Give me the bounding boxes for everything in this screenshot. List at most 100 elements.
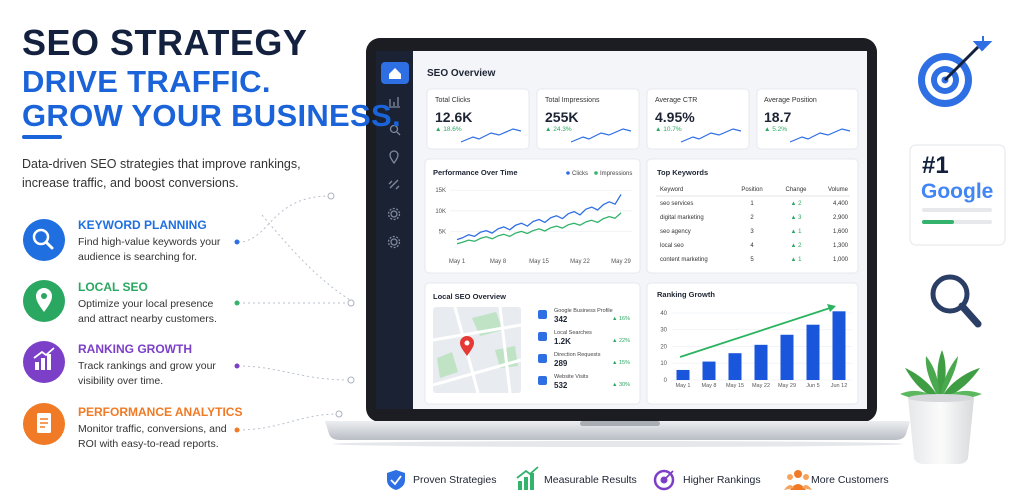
series-line <box>456 212 622 245</box>
x-tick-label: May 29 <box>611 259 631 265</box>
feature-icons <box>23 219 65 445</box>
y-tick-label: 10K <box>435 209 446 215</box>
kpi-value: 12.6K <box>435 109 473 125</box>
badge-brand: Google <box>921 180 994 203</box>
table-cell: 4,400 <box>832 201 848 207</box>
legend-label: Clicks <box>572 171 588 177</box>
sidebar <box>376 51 413 409</box>
kpi-value: 18.7 <box>764 109 792 125</box>
feature-text: Optimize your local presence and attract… <box>78 298 217 325</box>
kpi-label: Total Impressions <box>545 97 600 104</box>
item-label: Google Business Profile <box>554 308 613 314</box>
table-cell: ▲ 1 <box>790 229 802 235</box>
item-value: 289 <box>554 359 568 368</box>
table-cell: 5 <box>750 257 754 263</box>
table-cell: 2,900 <box>832 215 848 221</box>
y-tick-label: 30 <box>660 328 667 334</box>
series-line <box>456 194 622 241</box>
table-cell: ▲ 3 <box>790 215 802 221</box>
x-tick-label: May 1 <box>449 259 466 265</box>
x-tick-label: Jun 12 <box>831 383 848 389</box>
item-icon <box>538 332 547 341</box>
table-cell: 4 <box>750 243 754 249</box>
feature-text: Find high-value keywords your audience i… <box>78 236 221 263</box>
bar <box>832 311 846 380</box>
item-value: 1.2K <box>554 337 571 346</box>
sparkline <box>570 128 632 143</box>
title: SEO STRATEGY <box>22 22 308 63</box>
chart-title: Performance Over Time <box>433 168 518 177</box>
kpi-label: Total Clicks <box>435 97 471 104</box>
trend-arrow <box>679 304 836 358</box>
table-header: Change <box>785 187 807 193</box>
x-tick-label: May 22 <box>570 259 590 265</box>
table-cell: ▲ 2 <box>790 201 802 207</box>
table-cell: seo services <box>660 201 694 207</box>
legend-swatch <box>566 171 570 175</box>
connector-dots <box>234 192 355 433</box>
item-icon <box>538 310 547 319</box>
panel-title: Local SEO Overview <box>433 292 506 301</box>
panel-title: Top Keywords <box>657 168 709 177</box>
footer-item: More Customers <box>811 474 889 486</box>
legend-swatch <box>594 171 598 175</box>
x-tick-label: May 8 <box>702 383 717 389</box>
kpi-value: 255K <box>545 109 579 125</box>
x-tick-label: May 15 <box>726 383 744 389</box>
kpi-label: Average CTR <box>655 97 698 104</box>
y-tick-label: 0 <box>664 378 668 384</box>
table-cell: 1,000 <box>832 257 848 263</box>
item-label: Direction Requests <box>554 352 601 358</box>
kpi-change: ▲ 10.7% <box>655 126 682 133</box>
bar <box>676 369 690 380</box>
table-cell: content marketing <box>660 257 708 263</box>
footer-item: Higher Rankings <box>683 474 761 486</box>
item-icon <box>538 376 547 385</box>
table-cell: local seo <box>660 243 684 249</box>
feature-title: KEYWORD PLANNING <box>78 218 207 232</box>
bar <box>702 361 716 380</box>
bar <box>780 334 794 380</box>
x-tick-label: May 22 <box>752 383 770 389</box>
feature-title: LOCAL SEO <box>78 280 148 294</box>
dashboard-title: SEO Overview <box>427 68 496 79</box>
item-value: 342 <box>554 315 568 324</box>
sparkline <box>789 128 851 143</box>
x-tick-label: May 15 <box>529 259 549 265</box>
kpi-change: ▲ 18.6% <box>435 126 462 133</box>
connectors <box>237 195 351 431</box>
sparkline <box>680 128 742 143</box>
feature-title: PERFORMANCE ANALYTICS <box>78 405 243 419</box>
google-card <box>909 144 1006 246</box>
table-header: Keyword <box>660 187 684 193</box>
table-cell: 1 <box>750 201 754 207</box>
y-tick-label: 10 <box>660 361 667 367</box>
table-cell: 1,300 <box>832 243 848 249</box>
underline <box>22 135 62 139</box>
feature-title: RANKING GROWTH <box>78 342 192 356</box>
x-tick-label: Jun 5 <box>806 383 819 389</box>
description: Data-driven SEO strategies that improve … <box>22 157 301 190</box>
bar <box>754 344 768 380</box>
footer-icons <box>387 466 812 491</box>
y-tick-label: 5K <box>439 229 446 235</box>
target-icon <box>918 36 993 107</box>
y-tick-label: 15K <box>435 188 446 194</box>
table-cell: 2 <box>750 215 754 221</box>
table-cell: seo agency <box>660 229 691 235</box>
bar <box>806 324 820 380</box>
chart-title: Ranking Growth <box>657 290 715 299</box>
table-cell: ▲ 2 <box>790 243 802 249</box>
y-tick-label: 20 <box>660 344 667 350</box>
x-tick-label: May 29 <box>778 383 796 389</box>
item-change: ▲ 16% <box>612 316 630 322</box>
item-icon <box>538 354 547 363</box>
table-cell: ▲ 1 <box>790 257 802 263</box>
subtitle: GROW YOUR BUSINESS. <box>22 98 401 133</box>
kpi-value: 4.95% <box>655 109 695 125</box>
item-change: ▲ 22% <box>612 338 630 344</box>
kpi-change: ▲ 24.3% <box>545 126 572 133</box>
y-tick-label: 40 <box>660 311 667 317</box>
